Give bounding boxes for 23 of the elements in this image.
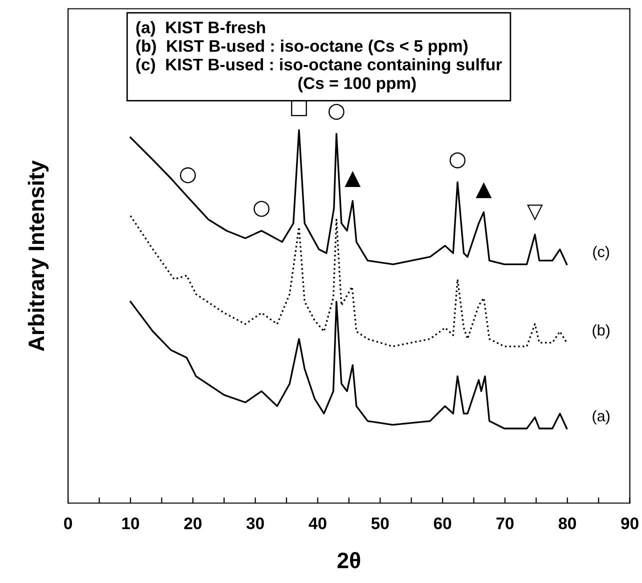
annotation: ○ [450, 152, 466, 168]
annotation: ▲ [344, 171, 361, 187]
annotation: ▲ [476, 182, 492, 198]
x-tick-label: 30 [246, 517, 264, 530]
series-label: (a) [592, 410, 610, 424]
annotation: ○ [254, 200, 270, 217]
series-label: (b) [592, 324, 610, 339]
x-tick-label: 10 [122, 517, 140, 530]
x-tick-label: 90 [621, 517, 638, 530]
x-tick-label: 70 [496, 517, 514, 530]
annotation: ▽ [526, 204, 543, 221]
series-label: (c) [593, 246, 610, 260]
text: (a) KIST B-fresh (b) KIST B-used : iso-octane (Cs < 5 ppm) (c) KIST B-used : iso-octane containing sulfur (Cs = 100 ppm) [136, 21, 502, 92]
x-tick-label: 80 [558, 517, 576, 530]
x-tick-label: 0 [64, 517, 72, 530]
x-tick-label: 60 [434, 517, 452, 530]
annotation: ○ [180, 167, 196, 184]
x-tick-label: 20 [184, 517, 202, 530]
x-axis-title: 2θ [338, 552, 360, 568]
annotation: ○ [328, 104, 344, 120]
y-axis-title: Arbitrary Intensity [28, 160, 49, 352]
x-tick-label: 40 [308, 517, 326, 530]
x-tick-label: 50 [371, 517, 389, 530]
